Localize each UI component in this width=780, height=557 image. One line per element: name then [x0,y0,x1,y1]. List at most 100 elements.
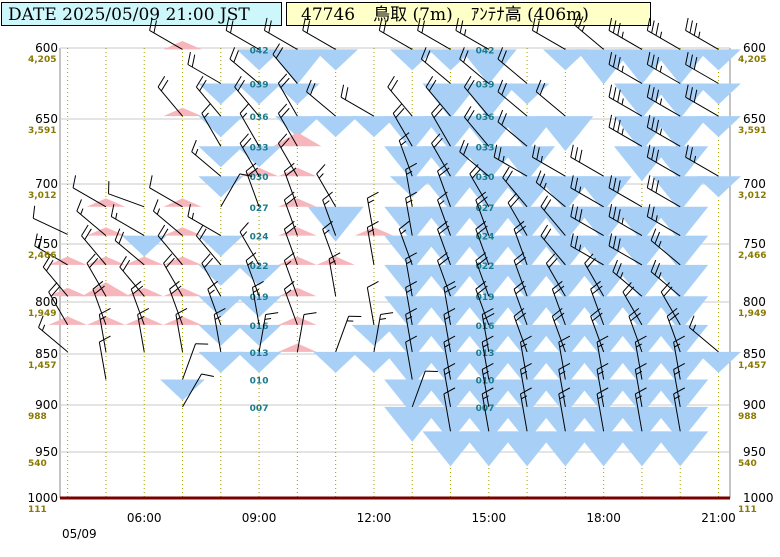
wind-barb-full [497,109,504,123]
wind-barb-staff [272,54,298,84]
height-level-label: 022 [476,262,495,272]
wind-barb-full [612,117,617,130]
wind-barb-staff [608,96,643,117]
wind-barb-full [612,259,618,272]
y-tick-left: 950 [35,445,58,459]
wind-barb-full [118,231,125,244]
wind-barb-full [513,307,525,317]
descending-marker [575,324,632,360]
wind-barb-staff [175,314,184,353]
descending-marker [652,235,709,271]
y-tick-left: 750 [35,237,58,251]
height-level-label: 016 [250,322,269,332]
wind-barb-staff [502,177,528,208]
descending-marker [696,83,741,105]
wind-barb-full [417,17,421,31]
wind-barb-staff [475,260,490,297]
wind-barb-staff [513,229,528,266]
wind-barb-full [616,263,622,276]
x-tick-label: 15:00 [472,511,507,525]
wind-barb-full [693,57,698,70]
wind-barb-half [674,343,681,348]
wind-barb-full [543,199,552,211]
wind-barb-staff [673,341,681,380]
ascending-marker [278,343,317,352]
wind-barb-staff [38,327,68,353]
wind-barb-staff [540,235,566,266]
descending-marker [652,351,709,387]
wind-barb-half [253,288,260,293]
descending-marker [422,351,479,387]
height-tick-right: 988 [738,412,757,422]
ascending-marker [125,256,164,265]
ascending-marker [163,41,202,50]
wind-barb-full [612,87,617,100]
wind-barb-full [501,113,507,126]
ascending-marker [125,316,164,325]
height-tick-right: 2,466 [738,251,766,261]
wind-barb-full [99,308,111,315]
wind-barb-full [230,20,234,34]
descending-marker [460,176,517,212]
wind-barb-full [268,20,272,34]
wind-barb-staff [405,287,413,325]
wind-barb-full [459,20,464,34]
descending-marker [422,296,479,332]
wind-barb-staff [481,393,490,432]
wind-barb-full [510,197,520,208]
wind-barb-staff [398,140,413,177]
descending-marker [422,235,479,271]
wind-barb-full [612,235,617,249]
wind-barb-full [481,362,494,370]
wind-barb-full [437,162,448,172]
wind-barb-full [157,224,166,237]
wind-barb-full [405,308,417,315]
wind-barb-half [502,155,505,163]
descending-marker [575,406,632,442]
y-tick-right: 650 [743,112,766,126]
wind-barb-half [559,343,566,348]
descending-marker [422,146,479,182]
wind-barb-full [584,253,594,264]
wind-barb-full [502,166,510,178]
height-level-label: 033 [250,143,269,153]
height-level-label: 010 [250,377,269,387]
wind-barb-full [475,220,487,230]
descending-marker [575,296,632,332]
wind-barb-full [608,17,613,31]
descending-marker [274,116,320,138]
height-level-label: 022 [250,262,269,272]
wind-barb-full [553,285,565,295]
height-level-label: 019 [476,293,495,303]
wind-barb-full [367,280,379,288]
wind-barb-full [515,285,527,295]
wind-barb-full [50,286,60,297]
wind-barb-staff [650,240,681,266]
descending-marker [422,379,479,415]
wind-barb-staff [92,289,107,326]
wind-barb-staff [513,260,528,297]
wind-barb-full [169,280,180,290]
wind-barb-full [237,79,245,92]
wind-barb-staff [149,29,183,50]
wind-barb-full [306,79,312,92]
wind-barb-full [405,280,417,288]
wind-barb-full [513,220,525,230]
ascending-marker [163,198,202,207]
wind-barb-staff [519,369,528,407]
y-tick-left: 800 [35,295,58,309]
descending-marker [198,264,244,286]
wind-barb-staff [540,206,566,236]
wind-barb-half [521,343,528,348]
wind-barb-half [318,173,324,179]
wind-barb-staff [475,289,490,326]
wind-barb-staff [225,29,260,50]
descending-marker [384,116,441,152]
wind-barb-half [578,244,582,251]
wind-barb-staff [201,113,222,147]
wind-barb-full [552,280,563,290]
wind-barb-staff [551,316,566,353]
wind-barb-full [398,132,410,141]
descending-marker [613,379,670,415]
wind-barb-half [195,148,199,156]
